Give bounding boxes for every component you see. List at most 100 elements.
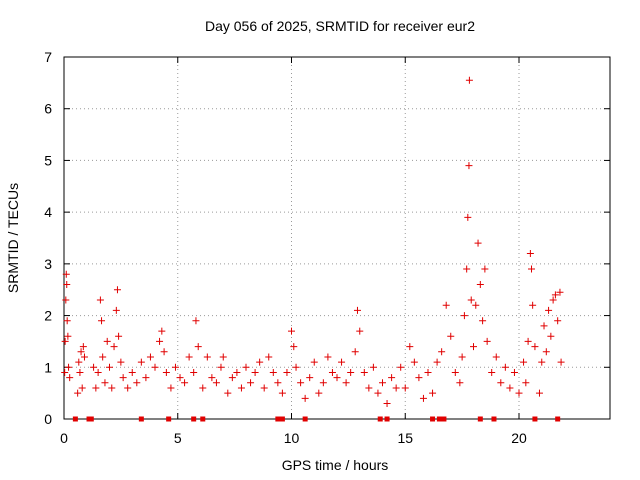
data-point — [66, 374, 74, 382]
data-point — [62, 296, 70, 304]
x-tick-label: 15 — [397, 430, 413, 446]
data-point — [99, 353, 107, 361]
data-point — [119, 374, 127, 382]
data-point — [199, 384, 207, 392]
data-point — [63, 281, 71, 289]
data-point — [392, 384, 400, 392]
data-point — [185, 353, 193, 361]
data-point — [142, 374, 150, 382]
baseline-marker — [200, 416, 206, 422]
data-point — [438, 348, 446, 356]
data-point — [194, 343, 202, 351]
data-point — [476, 281, 484, 289]
baseline-marker — [477, 416, 483, 422]
x-axis-label: GPS time / hours — [282, 457, 389, 473]
data-point — [406, 343, 414, 351]
data-point — [328, 368, 336, 376]
data-point — [356, 327, 364, 335]
y-tick-label: 6 — [44, 101, 52, 117]
grid-layer — [64, 57, 610, 419]
baseline-marker — [88, 416, 94, 422]
baseline-markers — [72, 416, 561, 422]
data-point — [470, 343, 477, 351]
data-point — [451, 368, 459, 376]
x-tick-label: 0 — [60, 430, 68, 446]
baseline-marker — [436, 416, 442, 422]
data-point — [535, 389, 543, 397]
data-point — [167, 384, 175, 392]
baseline-marker — [279, 416, 285, 422]
data-point — [190, 368, 198, 376]
data-point — [447, 332, 455, 340]
baseline-marker — [138, 416, 144, 422]
data-point — [79, 343, 87, 351]
data-point — [472, 301, 480, 309]
y-tick-label: 0 — [44, 411, 52, 427]
data-point — [415, 374, 423, 382]
data-point — [526, 250, 534, 258]
data-point — [369, 363, 377, 371]
data-point — [146, 353, 154, 361]
data-point — [283, 368, 291, 376]
data-point — [176, 374, 184, 382]
data-point — [62, 270, 70, 278]
data-point — [465, 162, 473, 170]
data-point — [208, 374, 216, 382]
data-point — [501, 363, 509, 371]
baseline-marker — [302, 416, 308, 422]
data-point — [124, 384, 132, 392]
data-point — [192, 317, 200, 325]
data-point — [77, 348, 85, 356]
data-point — [506, 384, 514, 392]
data-point — [531, 343, 539, 351]
data-point — [64, 332, 72, 340]
data-point — [529, 301, 537, 309]
data-point — [212, 379, 220, 387]
data-point — [467, 296, 475, 304]
data-point — [528, 265, 536, 273]
data-point — [237, 384, 245, 392]
data-point — [433, 358, 441, 366]
data-point — [133, 379, 141, 387]
data-point — [251, 368, 259, 376]
data-point — [547, 332, 555, 340]
data-point — [203, 353, 211, 361]
data-point — [456, 379, 464, 387]
data-point — [410, 358, 418, 366]
data-point — [360, 368, 368, 376]
data-point — [333, 374, 341, 382]
data-point — [108, 384, 116, 392]
data-point — [551, 291, 559, 299]
data-point — [442, 301, 450, 309]
data-point — [137, 358, 145, 366]
data-point — [324, 353, 332, 361]
plot-frame — [63, 56, 611, 420]
data-point — [228, 374, 236, 382]
baseline-marker — [191, 416, 197, 422]
y-tick-label: 5 — [44, 152, 52, 168]
data-point — [524, 337, 532, 345]
data-point — [388, 374, 396, 382]
data-point — [224, 389, 232, 397]
data-point — [515, 389, 523, 397]
data-point — [353, 306, 361, 314]
data-point — [540, 322, 548, 330]
data-point — [365, 384, 373, 392]
baseline-marker — [72, 416, 78, 422]
data-point — [351, 348, 359, 356]
data-point — [256, 358, 264, 366]
data-point — [310, 358, 318, 366]
data-point — [219, 353, 227, 361]
data-point — [520, 358, 528, 366]
baseline-marker — [377, 416, 383, 422]
data-point — [538, 358, 546, 366]
data-point — [379, 379, 386, 387]
data-point — [290, 343, 298, 351]
data-point — [61, 337, 69, 345]
data-point — [488, 368, 496, 376]
data-point — [510, 368, 518, 376]
data-point — [103, 337, 111, 345]
data-point — [247, 379, 255, 387]
data-point — [419, 394, 427, 402]
